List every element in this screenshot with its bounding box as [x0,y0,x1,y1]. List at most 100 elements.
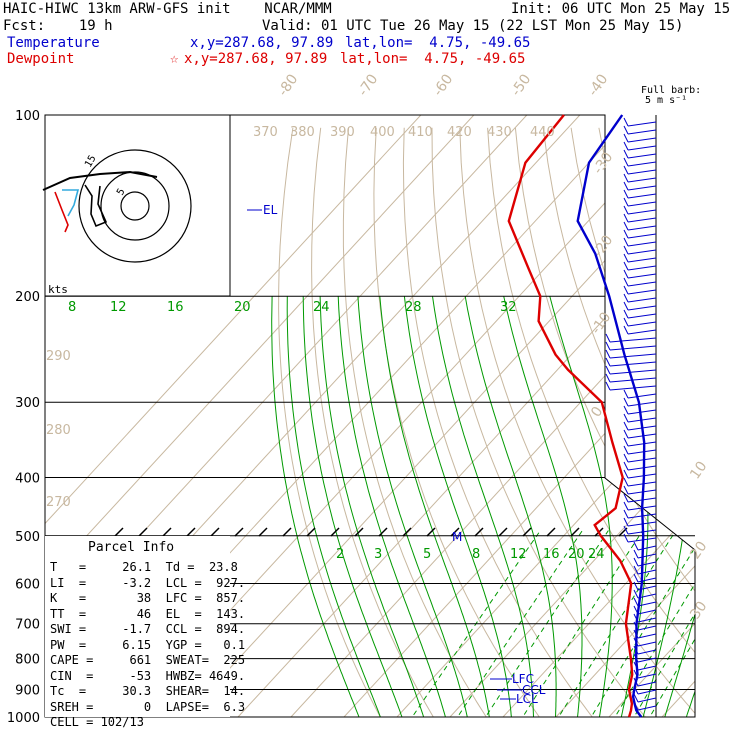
wind-barb [637,561,657,567]
wind-barb-flag [623,165,629,175]
wind-barb [627,273,657,279]
wind-barb-flag [623,197,629,207]
wind-barb-flag [633,693,639,703]
wind-barb [627,313,657,319]
moist-adiabat [660,296,695,717]
theta-label: 400 [370,125,395,140]
header-fcst: Fcst: 19 h [3,18,113,34]
hodograph-ring [120,191,150,221]
theta-label: 290 [46,349,71,364]
barb-key-units: 5 m s⁻¹ [645,95,688,106]
wind-barb-flag [623,501,629,511]
wind-barb-flag [623,261,629,271]
isotherm-line [555,115,695,717]
wind-barb [637,657,657,663]
wind-barb-flag [633,669,639,679]
wind-barb-flag [605,341,611,351]
pressure-tick-label: 800 [15,653,40,668]
isotherm-label: -40 [585,71,611,99]
wind-barb-flag [623,189,629,199]
dewpoint-label: Dewpoint [7,51,75,67]
dry-adiabat [459,127,695,717]
isotherm-line [343,115,695,717]
wind-barb [627,449,657,455]
wind-barb [637,553,657,559]
wind-barb [637,673,657,679]
wind-barb-flag [633,661,639,671]
header-model: HAIC-HIWC 13km ARW-GFS init NCAR/MMM [3,1,332,17]
mixing-ratio-label: 32 [500,300,517,315]
parcel-row: CELL = 102/13 [50,715,144,729]
wind-barb [627,241,657,247]
lcl-label: LCL [516,692,538,706]
wind-barb [627,409,657,415]
dry-adiabat [626,127,695,717]
wind-barb [637,697,657,703]
wind-barb [637,641,657,647]
temperature-trace [576,114,646,718]
wind-barb [637,545,657,551]
hodograph-ring-label: 5 [115,187,128,198]
wind-barb-flag [633,581,639,591]
isotherm-label: -50 [508,71,534,99]
wind-barb [627,193,657,199]
isotherm-line [45,115,422,717]
mixing-ratio-label: 8 [472,547,480,562]
wind-barb [627,305,657,311]
mixing-ratio-label: 12 [510,547,527,562]
pressure-tick-label: 1000 [7,711,40,726]
hatch-mark [498,527,508,537]
el-label: EL [263,203,278,217]
pressure-tick-label: 100 [15,109,40,124]
wind-barb [637,633,657,639]
mixing-ratio-line [583,530,695,717]
theta-label: 430 [487,125,512,140]
parcel-info-box [45,536,230,717]
wind-barb [609,377,657,383]
wind-barb-flag [623,325,629,335]
hodograph-ring [78,149,192,263]
hatch-mark [354,527,364,537]
wind-barb-flag [623,253,629,263]
wind-barb [609,337,657,343]
temperature-latlon: lat,lon= 4.75, -49.65 [345,35,531,51]
wind-barb [609,369,657,375]
wind-barb [627,481,657,487]
wind-barb [627,217,657,223]
dry-adiabat [373,127,549,717]
wind-barb [637,665,657,671]
parcel-row: CAPE = 661 SWEAT= 225 [50,653,246,667]
pressure-tick-label: 200 [15,290,40,305]
wind-barb [609,345,657,351]
mixing-ratio-line [626,530,695,717]
hatch-mark [330,527,340,537]
parcel-row: TT = 46 EL = 143. [50,606,246,621]
hatch-mark [474,527,484,537]
header-init: Init: 06 UTC Mon 25 May 15 [511,1,731,17]
wind-barb-flag [633,629,639,639]
mixing-ratio-label: 20 [234,300,251,315]
wind-barb [627,185,657,191]
mixing-ratio-label: 16 [167,300,184,315]
wind-barb-flag [623,413,629,423]
isotherm-line [237,115,695,717]
wind-barb [637,689,657,695]
moist-adiabat [337,296,450,717]
isotherm-line [449,115,695,717]
isotherm-line [715,115,740,717]
wind-barb [637,681,657,687]
hatch-mark [570,527,580,537]
theta-label: 280 [46,423,71,438]
hatch-mark [162,527,172,537]
wind-barb-flag [633,637,639,647]
isotherm-label: -70 [355,71,381,99]
mixing-ratio-line [607,530,695,717]
temperature-label: Temperature [7,35,100,51]
hatch-mark [378,527,388,537]
wind-barb-flag [623,421,629,431]
wind-barb-flag [623,221,629,231]
wind-barb-flag [633,621,639,631]
wind-barb [627,257,657,263]
wind-barb-flag [623,533,629,543]
hatch-mark [138,527,148,537]
